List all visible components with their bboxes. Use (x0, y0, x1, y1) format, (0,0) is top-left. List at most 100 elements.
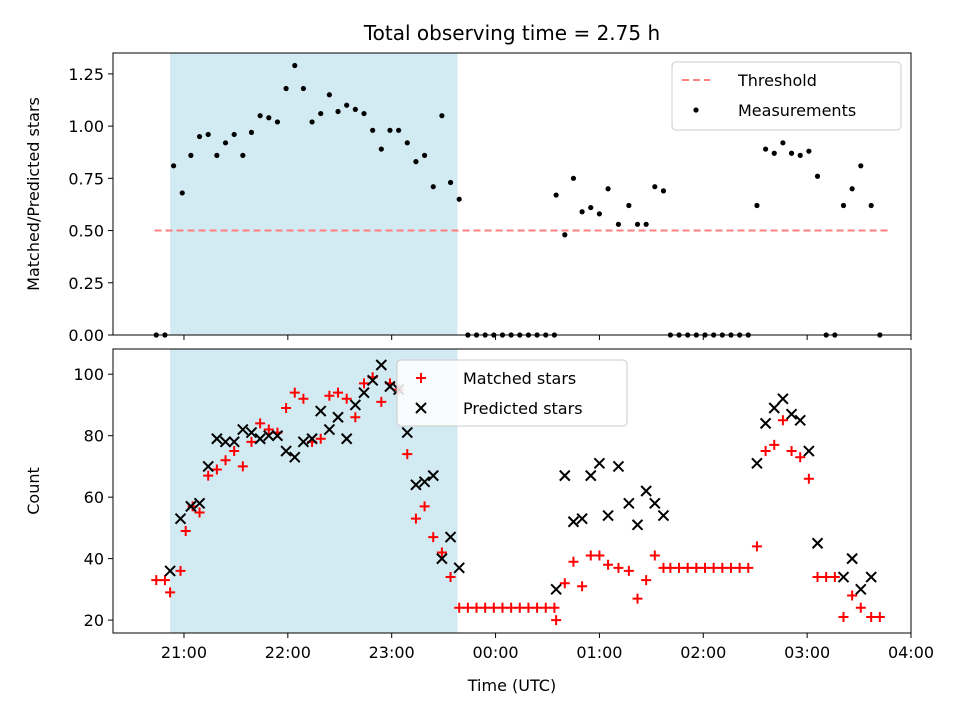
measurement-point (562, 232, 568, 238)
predicted-star-point (585, 469, 597, 482)
matched-star-point (246, 436, 257, 447)
y-tick-label: 0.75 (68, 169, 104, 188)
legend-box (671, 61, 902, 131)
predicted-star-point (865, 571, 877, 583)
matched-star-point (289, 387, 300, 398)
matched-star-point (829, 572, 840, 583)
predicted-star-point (323, 423, 336, 436)
axes-frame (112, 348, 912, 634)
measurement-point (179, 190, 185, 196)
matched-star-point (874, 612, 885, 623)
matched-star-point (220, 455, 231, 466)
measurement-point (240, 152, 246, 158)
measurement-point (615, 221, 622, 227)
measurement-point (780, 140, 786, 146)
matched-star-point (691, 562, 702, 573)
x-axis-label: Time (UTC) (467, 676, 556, 695)
measurement-point (771, 150, 777, 156)
measurement-point (170, 163, 177, 169)
measurement-point (588, 204, 594, 211)
predicted-star-point (593, 457, 606, 470)
y-tick-label: 1.25 (68, 65, 104, 84)
measurement-point (326, 92, 332, 98)
predicted-star-point (453, 562, 465, 574)
matched-star-point (603, 559, 614, 570)
matched-star-point (613, 562, 624, 573)
predicted-star-point (803, 445, 815, 457)
matched-star-point (315, 433, 326, 444)
matched-star-point (568, 556, 579, 567)
matched-star-point (350, 412, 361, 423)
matched-star-point (255, 418, 266, 429)
matched-star-point (708, 562, 719, 573)
matched-star-point (488, 602, 499, 613)
measurement-point (762, 146, 769, 152)
legend-matched-key (416, 373, 426, 383)
matched-star-point (358, 378, 369, 389)
predicted-star-point (185, 500, 197, 513)
measurement-point (806, 148, 812, 154)
legend-label: Measurements (738, 101, 856, 120)
matched-star-point (725, 562, 736, 573)
measurement-point (248, 129, 255, 135)
x-tick-label: 21:00 (161, 643, 207, 662)
measurement-point (840, 202, 847, 209)
predicted-star-point (785, 408, 798, 420)
y-tick-label: 40 (84, 550, 104, 569)
matched-star-point (497, 602, 508, 613)
matched-star-point (523, 602, 534, 613)
measurement-point (396, 127, 402, 133)
matched-star-point (298, 393, 309, 404)
matched-star-point (717, 562, 728, 573)
measurement-point (553, 192, 559, 198)
matched-star-point (506, 602, 517, 613)
predicted-star-point (751, 457, 763, 470)
predicted-star-point (289, 451, 301, 463)
measurement-point (626, 202, 632, 209)
predicted-star-point (193, 497, 206, 510)
matched-star-point (237, 461, 248, 472)
predicted-star-point (427, 469, 439, 482)
measurement-point (797, 152, 803, 158)
measurement-point (292, 62, 298, 69)
predicted-star-point (245, 426, 258, 439)
x-tick-label: 23:00 (369, 643, 415, 662)
matched-star-point (700, 562, 711, 573)
observing-span-shade (170, 53, 458, 335)
predicted-star-point (340, 433, 353, 445)
predicted-star-point (410, 479, 422, 491)
matched-star-point (585, 550, 596, 561)
measurement-point (660, 188, 667, 194)
predicted-star-point (306, 433, 318, 445)
measurement-point (205, 131, 211, 138)
matched-star-point (649, 550, 660, 561)
measurement-point (579, 209, 585, 215)
matched-star-point (821, 572, 832, 583)
matched-star-point (159, 575, 170, 586)
matched-star-point (769, 439, 780, 450)
measurement-point (439, 113, 445, 119)
measurement-point (222, 140, 229, 146)
chart-title: Total observing time = 2.75 h (363, 21, 660, 45)
measurement-point (643, 221, 649, 227)
measurement-point (335, 108, 341, 115)
measurement-point (430, 184, 436, 190)
measurement-point (352, 106, 358, 112)
measurement-point (652, 184, 658, 190)
measurement-point (257, 113, 263, 119)
x-tick-label: 02:00 (680, 643, 726, 662)
matched-star-point (410, 513, 421, 524)
top-panel: 0.00 0.25 0.50 0.75 1.00 1.25 Matched/Predicte… (24, 52, 912, 345)
predicted-star-point (657, 509, 670, 522)
matched-star-point (665, 562, 676, 573)
measurement-point (344, 102, 350, 108)
measurement-point (196, 133, 203, 140)
matched-star-point (847, 590, 858, 601)
matched-star-point (682, 562, 693, 573)
predicted-star-point (418, 476, 431, 488)
predicted-star-point (794, 414, 806, 427)
predicted-star-point (855, 583, 867, 596)
matched-star-point (751, 541, 762, 552)
matched-star-point (376, 396, 387, 407)
